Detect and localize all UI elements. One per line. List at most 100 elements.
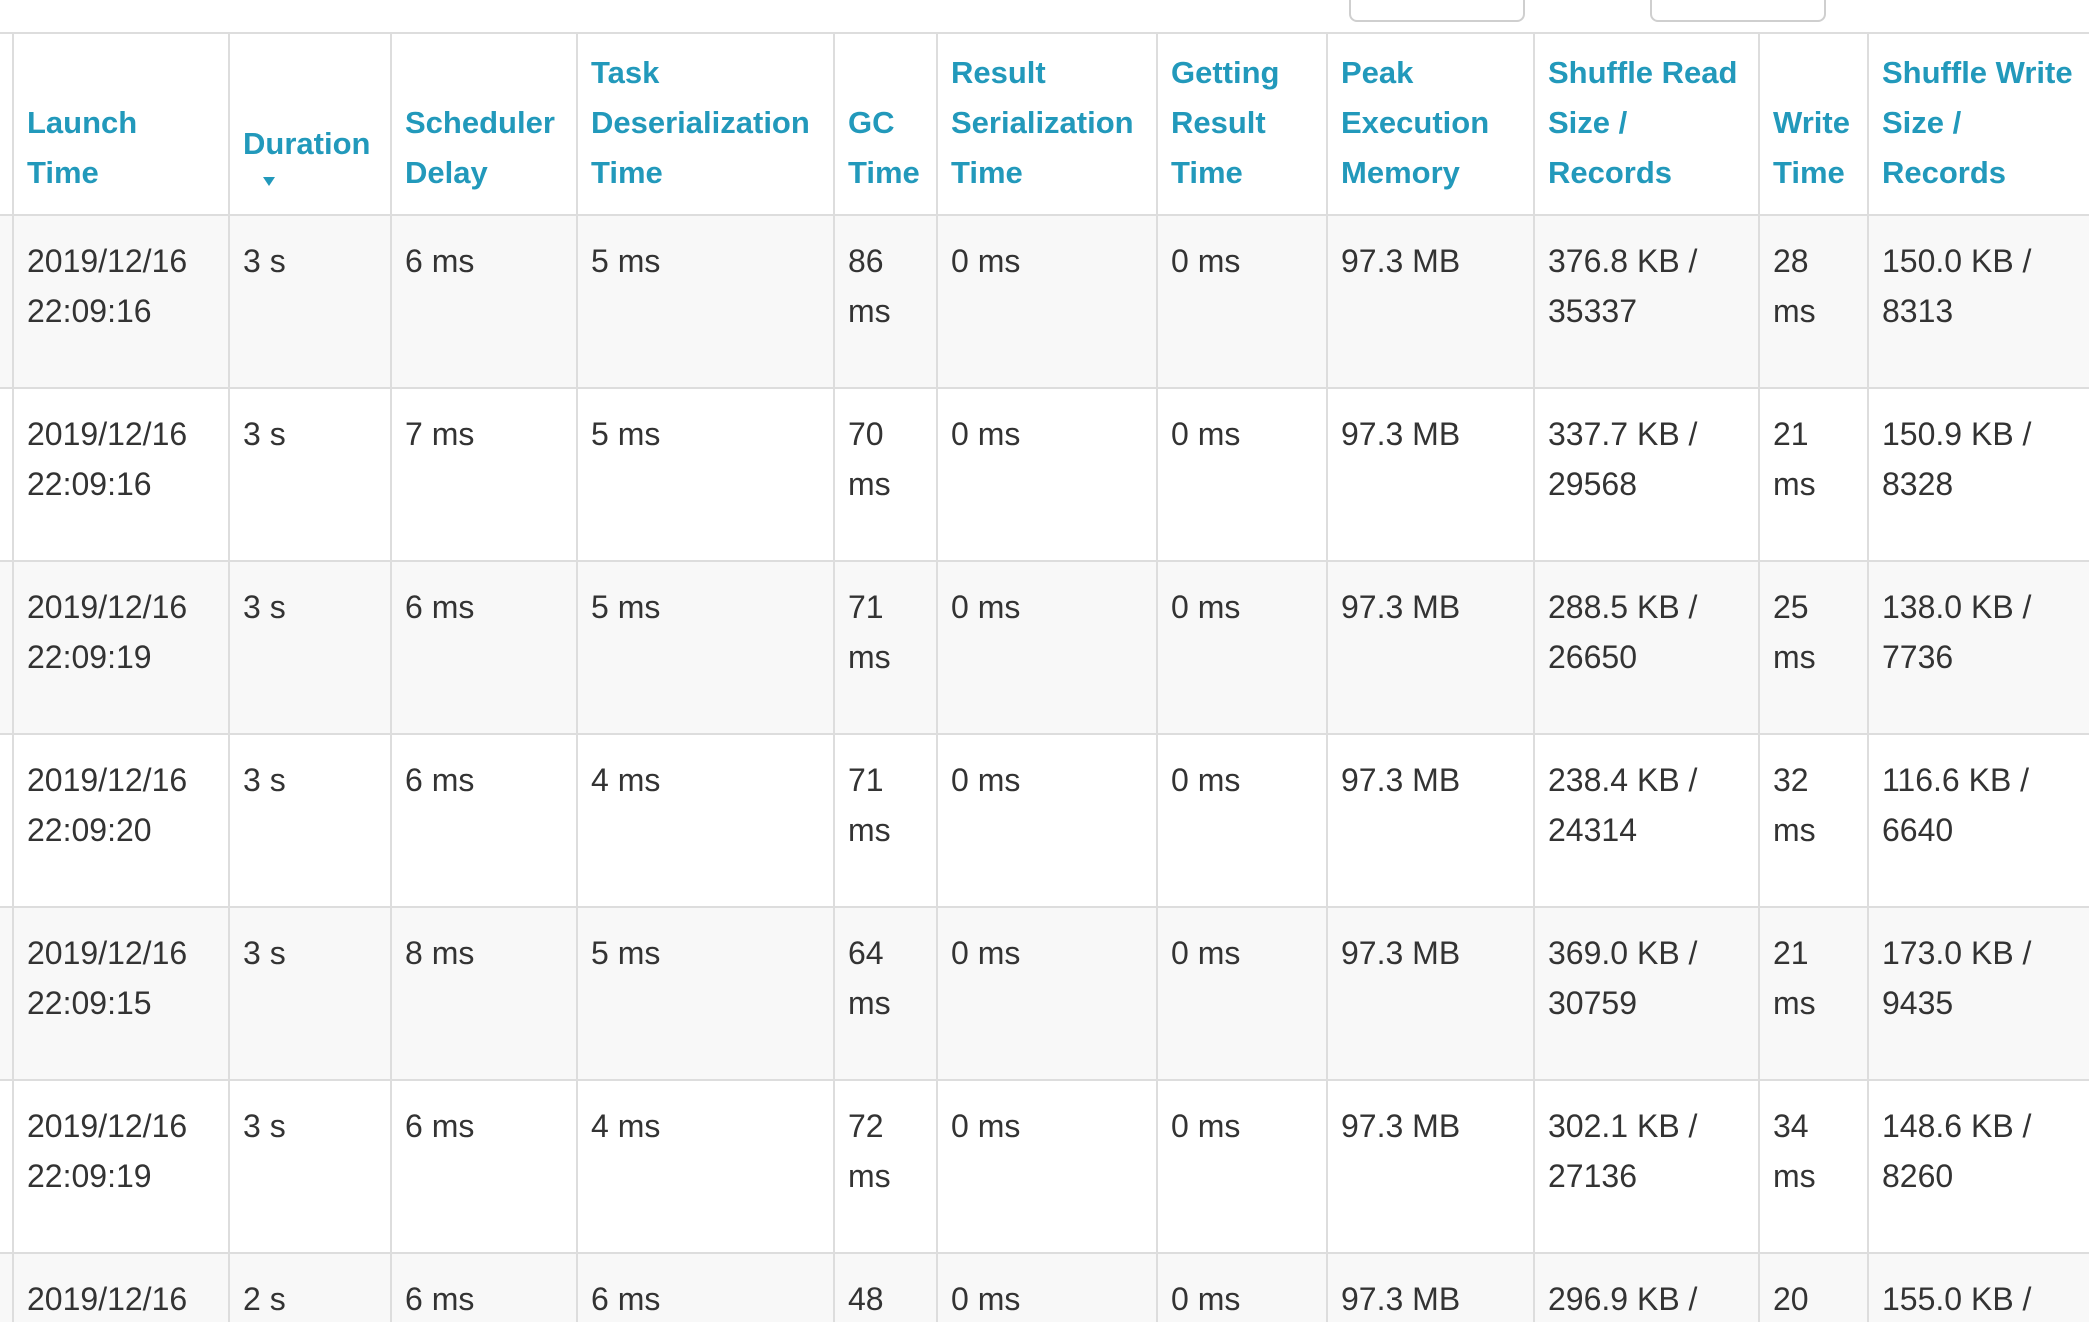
column-header-gc-time[interactable]: GC Time <box>833 32 938 216</box>
column-header-label: Duration <box>243 126 371 161</box>
column-header-shuffle-write-size-records[interactable]: Shuffle Write Size / Records <box>1867 32 2089 216</box>
cell-result-serialization-time: 0 ms <box>936 906 1158 1081</box>
cell-scheduler-delay: 8 ms <box>390 906 578 1081</box>
column-header-label: Scheduler Delay <box>405 105 555 190</box>
row-select-edge-header <box>0 32 14 216</box>
cell-duration: 3 s <box>228 560 392 735</box>
column-header-label: Write Time <box>1773 105 1850 190</box>
cell-scheduler-delay: 6 ms <box>390 733 578 908</box>
cell-getting-result-time: 0 ms <box>1156 387 1328 562</box>
cell-shuffle-read-size-records: 302.1 KB / 27136 <box>1533 1079 1760 1254</box>
cell-launch-time: 2019/12/16 22:09:16 <box>12 387 230 562</box>
cell-getting-result-time: 0 ms <box>1156 906 1328 1081</box>
cell-result-serialization-time: 0 ms <box>936 1252 1158 1322</box>
cell-launch-time: 2019/12/16 <box>12 1252 230 1322</box>
cell-write-time: 32 ms <box>1758 733 1869 908</box>
cell-peak-execution-memory: 97.3 MB <box>1326 1079 1535 1254</box>
cell-getting-result-time: 0 ms <box>1156 1079 1328 1254</box>
cell-shuffle-write-size-records: 150.0 KB / 8313 <box>1867 214 2089 389</box>
cell-shuffle-write-size-records: 148.6 KB / 8260 <box>1867 1079 2089 1254</box>
column-header-duration[interactable]: Duration <box>228 32 392 216</box>
column-header-label: GC Time <box>848 105 920 190</box>
cell-shuffle-read-size-records: 376.8 KB / 35337 <box>1533 214 1760 389</box>
column-header-write-time[interactable]: Write Time <box>1758 32 1869 216</box>
cell-gc-time: 86 ms <box>833 214 938 389</box>
page-size-input[interactable] <box>1349 0 1525 22</box>
cell-duration: 3 s <box>228 906 392 1081</box>
cell-task-deserialization-time: 4 ms <box>576 733 835 908</box>
cell-write-time: 28 ms <box>1758 214 1869 389</box>
cell-write-time: 25 ms <box>1758 560 1869 735</box>
cell-duration: 3 s <box>228 214 392 389</box>
cell-peak-execution-memory: 97.3 MB <box>1326 560 1535 735</box>
cell-getting-result-time: 0 ms <box>1156 214 1328 389</box>
column-header-shuffle-read-size-records[interactable]: Shuffle Read Size / Records <box>1533 32 1760 216</box>
sort-descending-icon <box>263 177 275 186</box>
cell-write-time: 34 ms <box>1758 1079 1869 1254</box>
cell-gc-time: 70 ms <box>833 387 938 562</box>
column-header-label: Task Deserialization Time <box>591 55 810 190</box>
cell-getting-result-time: 0 ms <box>1156 560 1328 735</box>
cell-shuffle-read-size-records: 369.0 KB / 30759 <box>1533 906 1760 1081</box>
column-header-task-deserialization-time[interactable]: Task Deserialization Time <box>576 32 835 216</box>
cell-gc-time: 72 ms <box>833 1079 938 1254</box>
cell-result-serialization-time: 0 ms <box>936 387 1158 562</box>
cell-gc-time: 48 <box>833 1252 938 1322</box>
column-header-label: Launch Time <box>27 105 138 190</box>
cell-duration: 3 s <box>228 733 392 908</box>
column-header-result-serialization-time[interactable]: Result Serialization Time <box>936 32 1158 216</box>
cell-scheduler-delay: 6 ms <box>390 1252 578 1322</box>
row-edge-cell <box>0 906 14 1081</box>
cell-task-deserialization-time: 5 ms <box>576 214 835 389</box>
row-edge-cell <box>0 733 14 908</box>
column-header-label: Shuffle Write Size / Records <box>1882 55 2073 190</box>
cell-shuffle-read-size-records: 238.4 KB / 24314 <box>1533 733 1760 908</box>
column-header-label: Peak Execution Memory <box>1341 55 1490 190</box>
cell-shuffle-write-size-records: 116.6 KB / 6640 <box>1867 733 2089 908</box>
cell-result-serialization-time: 0 ms <box>936 1079 1158 1254</box>
cell-gc-time: 71 ms <box>833 560 938 735</box>
cell-shuffle-read-size-records: 296.9 KB / <box>1533 1252 1760 1322</box>
cell-duration: 2 s <box>228 1252 392 1322</box>
cell-write-time: 20 <box>1758 1252 1869 1322</box>
cell-result-serialization-time: 0 ms <box>936 733 1158 908</box>
cell-result-serialization-time: 0 ms <box>936 214 1158 389</box>
row-edge-cell <box>0 1252 14 1322</box>
cell-peak-execution-memory: 97.3 MB <box>1326 214 1535 389</box>
cell-peak-execution-memory: 97.3 MB <box>1326 1252 1535 1322</box>
cell-duration: 3 s <box>228 1079 392 1254</box>
cell-gc-time: 71 ms <box>833 733 938 908</box>
cell-launch-time: 2019/12/16 22:09:19 <box>12 560 230 735</box>
cell-scheduler-delay: 6 ms <box>390 214 578 389</box>
column-header-label: Result Serialization Time <box>951 55 1134 190</box>
cell-scheduler-delay: 6 ms <box>390 560 578 735</box>
column-header-label: Shuffle Read Size / Records <box>1548 55 1738 190</box>
column-header-label: Getting Result Time <box>1171 55 1280 190</box>
row-edge-cell <box>0 560 14 735</box>
cell-getting-result-time: 0 ms <box>1156 1252 1328 1322</box>
column-header-getting-result-time[interactable]: Getting Result Time <box>1156 32 1328 216</box>
cell-launch-time: 2019/12/16 22:09:16 <box>12 214 230 389</box>
column-header-launch-time[interactable]: Launch Time <box>12 32 230 216</box>
column-header-scheduler-delay[interactable]: Scheduler Delay <box>390 32 578 216</box>
cell-scheduler-delay: 7 ms <box>390 387 578 562</box>
cell-duration: 3 s <box>228 387 392 562</box>
page-number-input[interactable] <box>1650 0 1826 22</box>
row-edge-cell <box>0 387 14 562</box>
cell-shuffle-write-size-records: 150.9 KB / 8328 <box>1867 387 2089 562</box>
row-edge-cell <box>0 214 14 389</box>
cell-task-deserialization-time: 5 ms <box>576 387 835 562</box>
cell-task-deserialization-time: 4 ms <box>576 1079 835 1254</box>
cell-shuffle-write-size-records: 138.0 KB / 7736 <box>1867 560 2089 735</box>
cell-shuffle-write-size-records: 155.0 KB / <box>1867 1252 2089 1322</box>
tasks-table: Launch Time Duration Scheduler Delay Task D… <box>0 32 2089 1322</box>
column-header-peak-execution-memory[interactable]: Peak Execution Memory <box>1326 32 1535 216</box>
cell-launch-time: 2019/12/16 22:09:19 <box>12 1079 230 1254</box>
